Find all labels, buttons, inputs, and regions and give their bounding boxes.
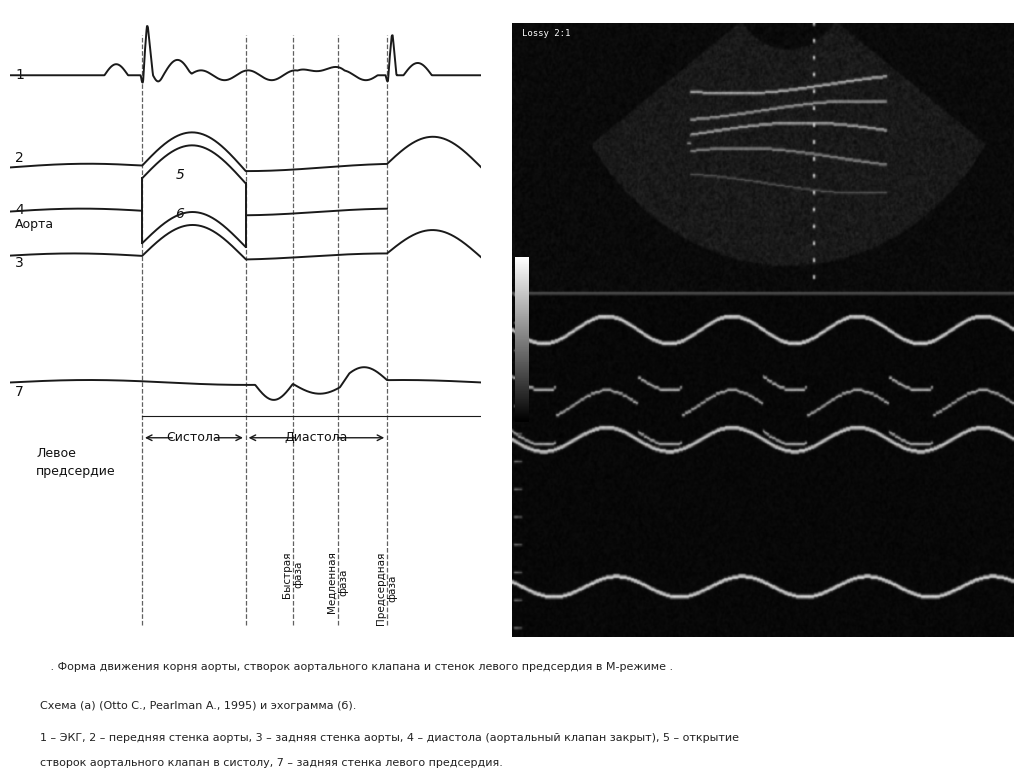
Text: створок аортального клапан в систолу, 7 – задняя стенка левого предсердия.: створок аортального клапан в систолу, 7 … bbox=[40, 758, 503, 768]
Text: предсердие: предсердие bbox=[36, 465, 116, 478]
Text: 1 – ЭКГ, 2 – передняя стенка аорты, 3 – задняя стенка аорты, 4 – диастола (аорта: 1 – ЭКГ, 2 – передняя стенка аорты, 3 – … bbox=[40, 733, 739, 743]
Text: Lossy 2:1: Lossy 2:1 bbox=[522, 29, 570, 38]
Text: Диастола: Диастола bbox=[285, 432, 348, 444]
Text: 6: 6 bbox=[175, 207, 184, 221]
Text: Систола: Систола bbox=[167, 432, 221, 444]
Text: Левое: Левое bbox=[36, 447, 76, 459]
Text: . Форма движения корня аорты, створок аортального клапана и стенок левого предсе: . Форма движения корня аорты, створок ао… bbox=[40, 662, 674, 672]
Text: Схема (а) (Otto C., Pearlman A., 1995) и эхограмма (б).: Схема (а) (Otto C., Pearlman A., 1995) и… bbox=[40, 701, 356, 711]
Text: 1: 1 bbox=[15, 68, 24, 82]
Text: 7: 7 bbox=[15, 385, 24, 399]
Text: 5: 5 bbox=[175, 167, 184, 182]
Text: Медленная
фаза: Медленная фаза bbox=[327, 551, 348, 614]
Text: 2: 2 bbox=[15, 151, 24, 165]
Text: Предсердная
фаза: Предсердная фаза bbox=[376, 551, 398, 625]
Text: 4: 4 bbox=[15, 204, 24, 217]
Text: Быстрая
фаза: Быстрая фаза bbox=[282, 551, 304, 598]
Text: 3: 3 bbox=[15, 256, 24, 270]
Text: Аорта: Аорта bbox=[15, 218, 54, 231]
